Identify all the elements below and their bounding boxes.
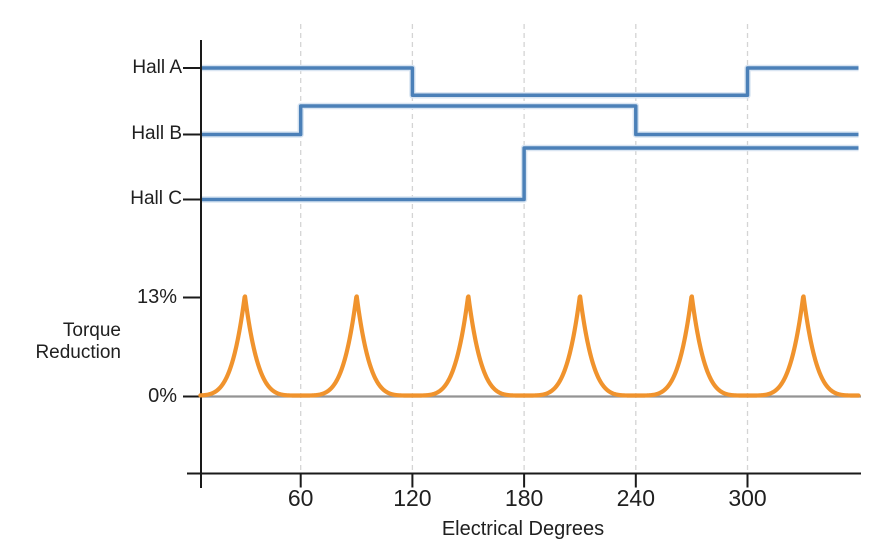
ytick-13pct-label: 13% <box>136 286 177 308</box>
hall-c-label: Hall C <box>130 188 182 209</box>
ytick-0pct-label: 0% <box>148 385 177 407</box>
torque-axis-label: Torque Reduction <box>0 320 121 364</box>
torque-axis-label-line2: Reduction <box>35 342 121 363</box>
hall-a-waveform <box>202 66 859 98</box>
x-axis-title: Electrical Degrees <box>441 518 605 540</box>
hall-c-waveform <box>202 146 859 202</box>
x-tick-label-300: 300 <box>728 485 767 511</box>
torque-axis-label-line1: Torque <box>62 320 121 341</box>
torque-reduction-curve <box>198 294 861 398</box>
x-tick-label-240: 240 <box>616 485 655 511</box>
hall-c-waveform-halo <box>202 144 859 203</box>
x-tick-label-120: 120 <box>393 485 432 511</box>
hall-a-label: Hall A <box>132 57 182 78</box>
hall-b-label: Hall B <box>131 123 182 144</box>
x-tick-label-180: 180 <box>504 485 544 511</box>
hall-b-waveform <box>202 104 859 137</box>
x-tick-label-60: 60 <box>287 485 314 511</box>
